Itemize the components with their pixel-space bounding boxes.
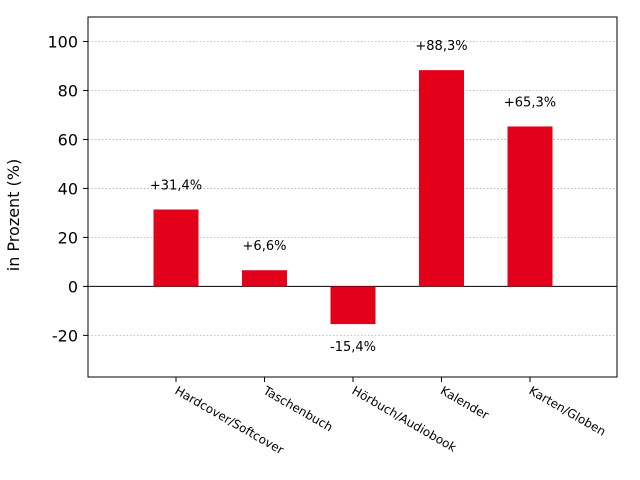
y-tick-label: 0: [68, 277, 78, 296]
data-label: +31,4%: [150, 178, 202, 193]
data-label: -15,4%: [330, 340, 376, 355]
data-label: +65,3%: [504, 95, 556, 110]
y-tick-label: 40: [58, 179, 78, 198]
y-axis: -20 0 20 40 60 80 100: [47, 32, 88, 345]
bar: [153, 209, 199, 287]
bar: [507, 126, 553, 287]
y-tick-label: 80: [58, 81, 78, 100]
y-tick-label: 20: [58, 228, 78, 247]
bar: [330, 286, 376, 325]
data-label: +6,6%: [243, 239, 287, 254]
y-axis-title: in Prozent (%): [4, 159, 23, 271]
y-tick-label: 100: [47, 32, 78, 51]
bar: [419, 70, 464, 287]
bar: [242, 270, 287, 287]
data-labels: +31,4% +6,6% -15,4% +88,3% +65,3%: [150, 39, 556, 355]
y-tick-label: 60: [58, 130, 78, 149]
bars: [153, 70, 553, 325]
y-tick-label: -20: [52, 326, 78, 345]
x-tick-label: Taschenbuch: [260, 383, 335, 434]
data-label: +88,3%: [415, 39, 467, 54]
x-tick-label: Karten/Globen: [527, 383, 609, 438]
x-tick-label: Kalender: [438, 383, 491, 422]
